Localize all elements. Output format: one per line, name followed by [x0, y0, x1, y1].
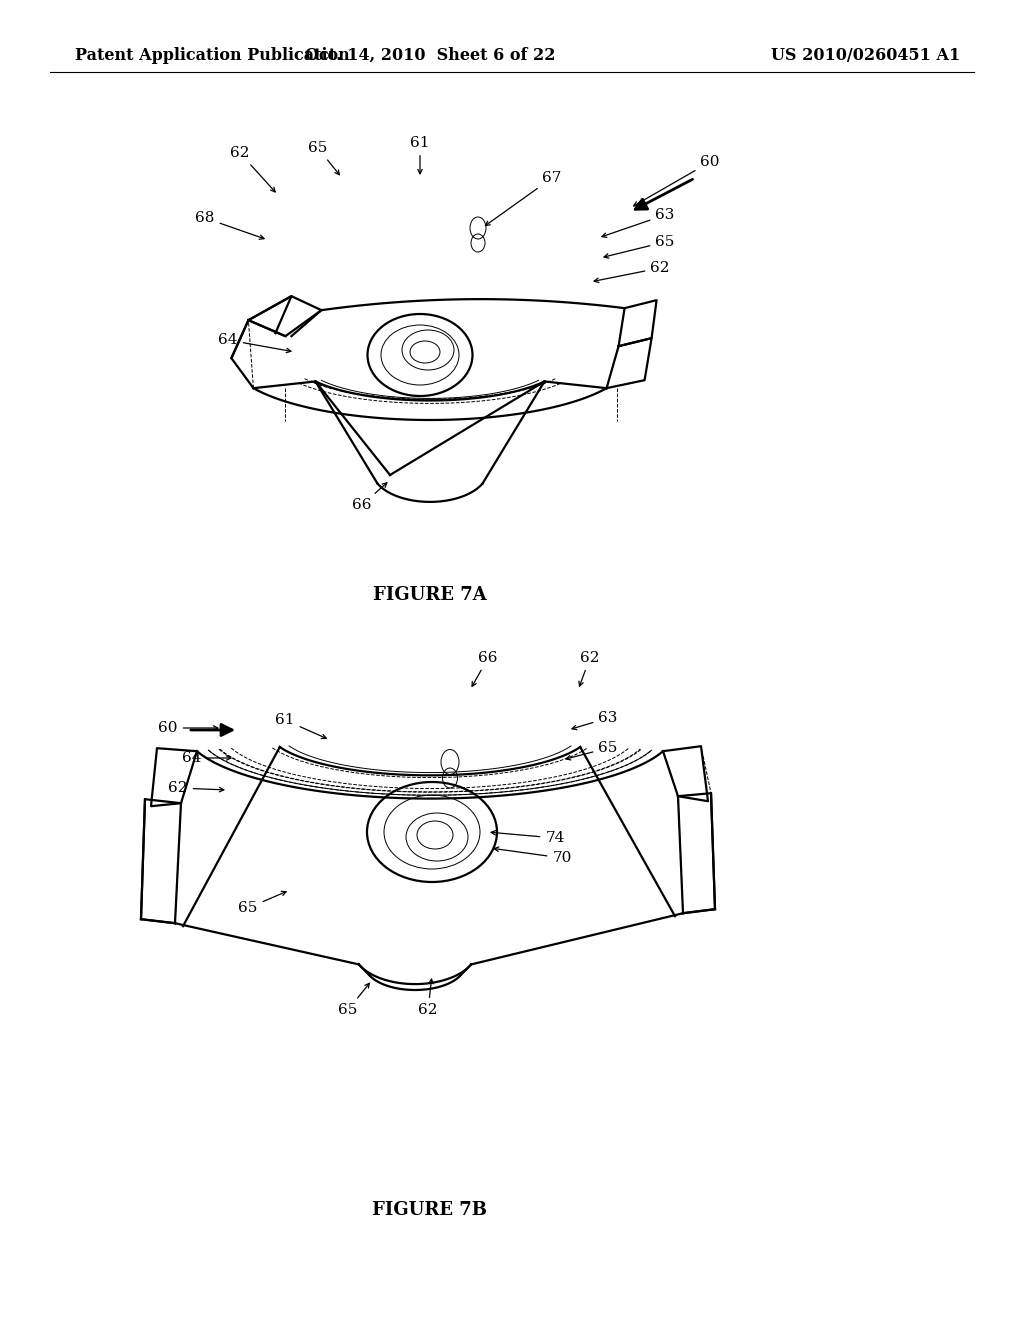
Text: 65: 65	[239, 891, 286, 915]
Text: Patent Application Publication: Patent Application Publication	[75, 46, 350, 63]
Text: 62: 62	[594, 261, 670, 282]
Text: 61: 61	[275, 713, 327, 738]
Text: 74: 74	[492, 830, 564, 845]
Text: 65: 65	[604, 235, 675, 259]
Text: 65: 65	[308, 141, 339, 174]
Text: 67: 67	[485, 172, 562, 226]
Text: 65: 65	[338, 983, 370, 1016]
Text: 68: 68	[196, 211, 264, 239]
Text: 64: 64	[218, 333, 291, 352]
Text: 65: 65	[566, 741, 617, 760]
Text: 63: 63	[572, 711, 617, 730]
Text: 61: 61	[411, 136, 430, 174]
Text: 62: 62	[230, 147, 275, 191]
Text: 70: 70	[495, 847, 571, 865]
Text: Oct. 14, 2010  Sheet 6 of 22: Oct. 14, 2010 Sheet 6 of 22	[305, 46, 555, 63]
Text: 64: 64	[182, 751, 230, 766]
Text: FIGURE 7A: FIGURE 7A	[373, 586, 486, 605]
Text: 60: 60	[159, 721, 218, 735]
Text: 66: 66	[352, 483, 387, 512]
Text: 62: 62	[579, 651, 600, 686]
Text: 63: 63	[602, 209, 675, 238]
Text: 62: 62	[168, 781, 224, 795]
Text: US 2010/0260451 A1: US 2010/0260451 A1	[771, 46, 961, 63]
Text: 66: 66	[472, 651, 498, 686]
Text: 60: 60	[634, 154, 720, 206]
Text: FIGURE 7B: FIGURE 7B	[373, 1201, 487, 1218]
Text: 62: 62	[418, 979, 437, 1016]
